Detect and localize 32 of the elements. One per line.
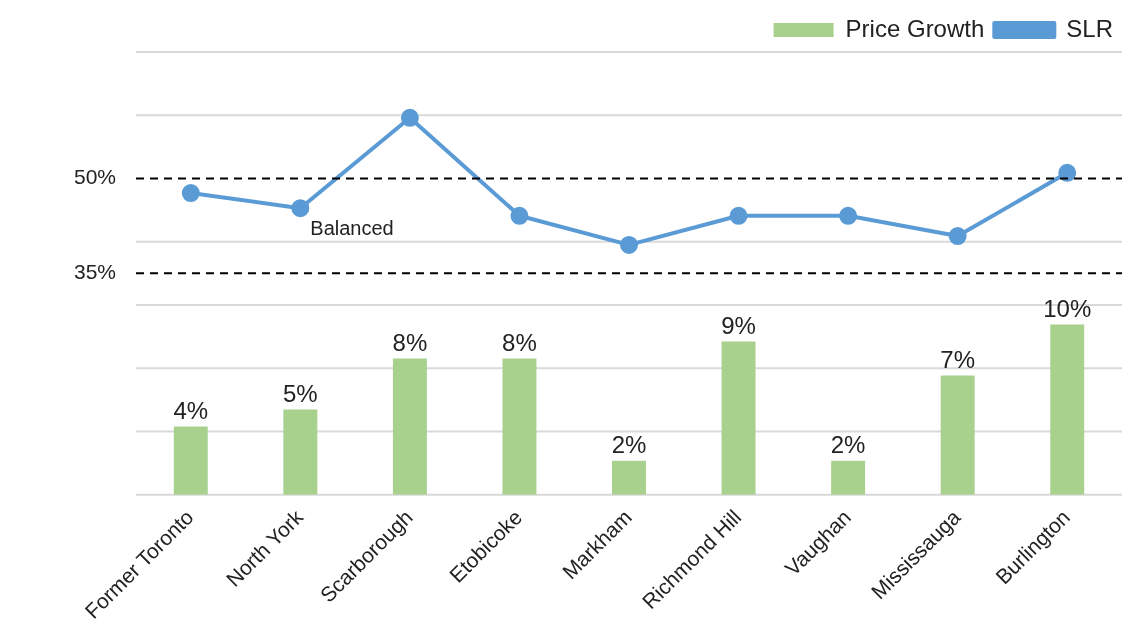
legend-label: SLR [1066, 14, 1113, 42]
bar [392, 358, 427, 495]
point [729, 206, 748, 225]
data-label: 9% [721, 312, 756, 340]
bar [721, 341, 756, 495]
legend-label: Price Growth [845, 14, 985, 42]
data-label: 8% [502, 329, 537, 357]
point [948, 227, 967, 246]
point [839, 206, 858, 225]
bar [1050, 324, 1085, 495]
data-label: 5% [282, 380, 318, 408]
data-label: 7% [940, 346, 976, 374]
point [291, 199, 310, 218]
point [510, 206, 529, 225]
data-label: 4% [173, 397, 209, 425]
data-label: 10% [1043, 295, 1092, 323]
bar [173, 426, 208, 495]
bar [502, 358, 537, 495]
ref-line-label: 35% [73, 260, 116, 284]
data-label: 8% [392, 329, 428, 357]
bar [283, 409, 318, 495]
bar [940, 375, 975, 495]
data-label: 2% [611, 431, 647, 459]
bar [831, 460, 866, 495]
annotation: Balanced [310, 216, 394, 239]
bar [612, 460, 646, 495]
ref-line-label: 50% [73, 165, 116, 189]
point [620, 235, 638, 254]
point [1058, 163, 1077, 182]
point [400, 108, 419, 127]
data-label: 2% [830, 431, 866, 459]
point [181, 184, 200, 203]
